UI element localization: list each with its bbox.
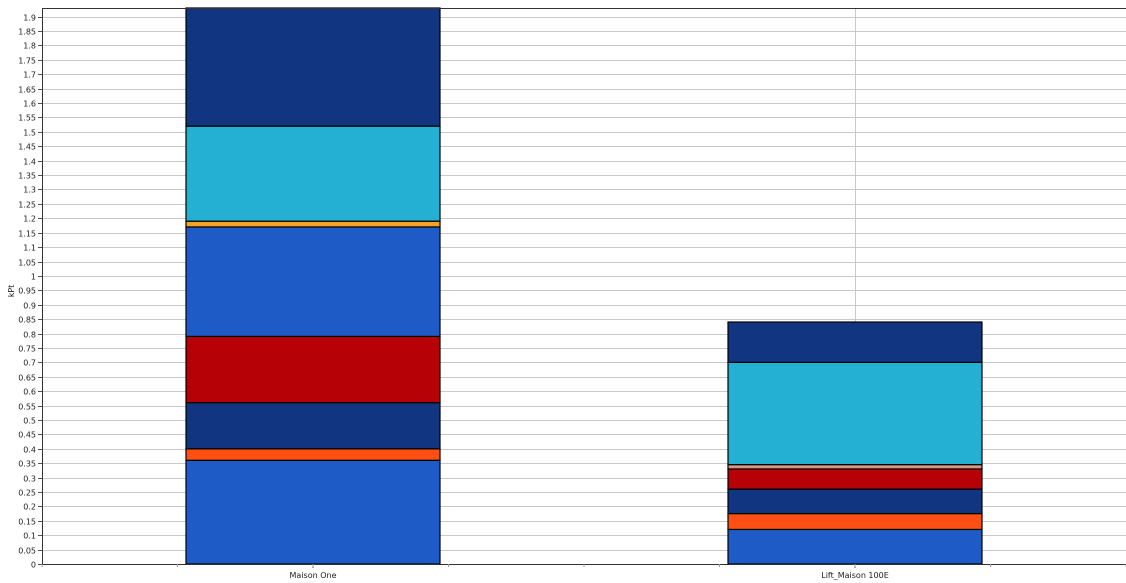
y-tick-label: 1.45 (18, 143, 36, 152)
y-tick-label: 0.35 (18, 460, 36, 469)
y-tick-label: 1.65 (18, 86, 36, 95)
y-tick-label: 0.05 (18, 547, 36, 556)
y-tick-label: 0.6 (23, 388, 36, 397)
y-tick-label: 0.7 (23, 359, 36, 368)
bar-segment (185, 335, 441, 404)
y-tick-label: 1.85 (18, 28, 36, 37)
y-tick-label: 0.4 (23, 446, 36, 455)
bar-segment (185, 459, 441, 565)
y-tick-label: 1.5 (23, 129, 36, 138)
y-tick-label: 0.55 (18, 403, 36, 412)
y-tick-label: 1 (31, 273, 36, 282)
x-category-label: Maison One (290, 571, 337, 580)
y-tick-label: 0.1 (23, 532, 36, 541)
bar-segment (185, 448, 441, 461)
bar-segment (185, 7, 441, 127)
y-tick-label: 1.3 (23, 186, 36, 195)
y-tick-label: 1.7 (23, 71, 36, 80)
bar-segment (727, 468, 983, 490)
y-tick-label: 0.75 (18, 345, 36, 354)
y-tick-label: 1.1 (23, 244, 36, 253)
bar-segment (185, 220, 441, 228)
y-tick-label: 0.65 (18, 374, 36, 383)
y-tick-label: 1.25 (18, 201, 36, 210)
y-tick-label: 1.9 (23, 14, 36, 23)
y-tick-label: 0.3 (23, 475, 36, 484)
y-tick-label: 1.55 (18, 114, 36, 123)
y-tick-label: 1.35 (18, 172, 36, 181)
x-axis-categories: Maison One Lift_Maison 100E (41, 564, 1126, 580)
y-tick-label: 1.6 (23, 100, 36, 109)
y-tick-label: 0.95 (18, 287, 36, 296)
y-tick-label: 0.85 (18, 316, 36, 325)
bar-segment (727, 361, 983, 466)
y-tick-label: 1.15 (18, 230, 36, 239)
y-tick-label: 0.45 (18, 431, 36, 440)
y-tick-label: 1.8 (23, 42, 36, 51)
bars (185, 7, 983, 565)
y-tick-label: 0.15 (18, 518, 36, 527)
y-axis-label: kPt (7, 285, 16, 298)
bar-segment (727, 528, 983, 565)
y-tick-label: 0 (31, 561, 36, 570)
y-tick-label: 0.25 (18, 489, 36, 498)
bar-segment (185, 402, 441, 450)
y-tick-label: 0.5 (23, 417, 36, 426)
bar-segment (185, 125, 441, 222)
y-tick-label: 1.75 (18, 57, 36, 66)
bar-segment (727, 512, 983, 531)
y-tick-label: 0.2 (23, 503, 36, 512)
x-category-label: Lift_Maison 100E (821, 571, 889, 580)
y-tick-label: 1.4 (23, 158, 36, 167)
y-tick-label: 0.8 (23, 331, 36, 340)
y-tick-label: 1.2 (23, 215, 36, 224)
bar-segment (727, 488, 983, 515)
bar-segment (727, 321, 983, 363)
y-tick-label: 0.9 (23, 302, 36, 311)
y-tick-label: 1.05 (18, 259, 36, 268)
y-axis-ticks: 0 0.05 0.1 0.15 0.2 0.25 0.3 0.35 0.4 0.45 0.5 0.55… (18, 14, 42, 570)
bar-segment (185, 226, 441, 338)
bar-segment (727, 464, 983, 470)
